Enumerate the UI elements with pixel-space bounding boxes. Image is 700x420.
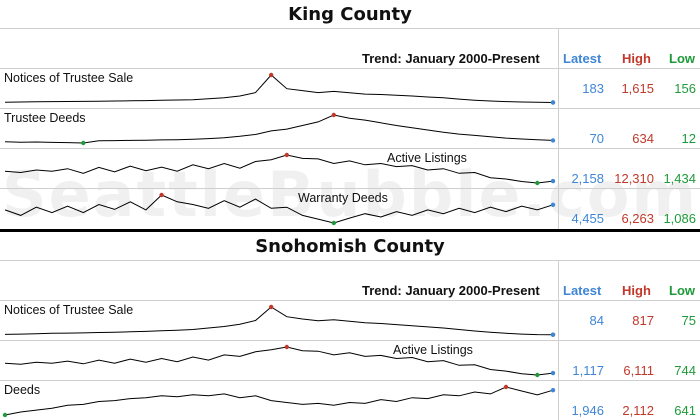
value-low: 1,086 [663, 211, 696, 226]
sparkline-series [4, 154, 554, 184]
value-high: 817 [632, 313, 654, 328]
row-label: Trustee Deeds [4, 111, 86, 125]
value-latest: 183 [582, 81, 604, 96]
low-marker [535, 180, 540, 186]
value-high: 2,112 [622, 403, 654, 418]
trend-label-king: Trend: January 2000-Present [362, 51, 540, 66]
panel-title-king: King County [288, 4, 412, 25]
latest-marker [550, 370, 556, 376]
latest-marker [550, 138, 556, 143]
value-latest: 1,117 [572, 363, 604, 378]
sparkline-series [4, 194, 554, 224]
value-low: 641 [674, 403, 696, 418]
value-latest: 70 [589, 131, 604, 146]
sparkline-series [4, 386, 554, 416]
value-high: 1,615 [621, 81, 654, 96]
high-marker [284, 152, 289, 158]
high-marker [269, 72, 274, 78]
col-high-snohomish: High [622, 283, 651, 298]
col-latest-snohomish: Latest [563, 283, 602, 298]
value-latest: 4,455 [571, 211, 604, 226]
latest-marker [550, 178, 556, 184]
row-label: Notices of Trustee Sale [4, 303, 134, 317]
high-marker [269, 304, 274, 310]
value-latest: 1,946 [571, 403, 604, 418]
latest-marker [550, 202, 556, 207]
high-marker [159, 192, 164, 198]
col-low-snohomish: Low [669, 283, 695, 298]
row-label: Active Listings [387, 151, 467, 165]
sparkline-series [4, 74, 554, 103]
col-latest-king: Latest [563, 51, 602, 66]
value-high: 634 [632, 131, 654, 146]
low-marker [535, 372, 540, 378]
sparkline-series [4, 306, 554, 336]
row-label: Warranty Deeds [298, 191, 388, 205]
value-high: 12,310 [614, 171, 654, 186]
value-low: 1,434 [663, 171, 696, 186]
low-marker [81, 140, 86, 146]
row-label: Notices of Trustee Sale [4, 71, 134, 85]
trend-label-snohomish: Trend: January 2000-Present [362, 283, 540, 298]
sparkline-series [4, 114, 554, 144]
latest-marker [550, 100, 556, 105]
high-marker [503, 384, 509, 390]
value-low: 156 [674, 81, 696, 96]
panel-title-snohomish: Snohomish County [255, 236, 445, 257]
value-low: 75 [681, 313, 696, 328]
value-low: 12 [681, 131, 696, 146]
value-high: 6,263 [621, 211, 654, 226]
row-label: Deeds [4, 383, 41, 397]
row-label: Active Listings [393, 343, 473, 357]
col-high-king: High [622, 51, 651, 66]
low-marker [2, 412, 8, 418]
value-high: 6,111 [623, 363, 654, 378]
low-marker [331, 220, 336, 226]
high-marker [284, 344, 289, 350]
value-low: 744 [674, 363, 696, 378]
value-latest: 2,158 [571, 171, 604, 186]
sparkline-series [4, 346, 554, 376]
latest-marker [550, 388, 556, 393]
value-latest: 84 [589, 313, 604, 328]
col-low-king: Low [669, 51, 695, 66]
high-marker [331, 112, 336, 118]
latest-marker [550, 332, 556, 337]
